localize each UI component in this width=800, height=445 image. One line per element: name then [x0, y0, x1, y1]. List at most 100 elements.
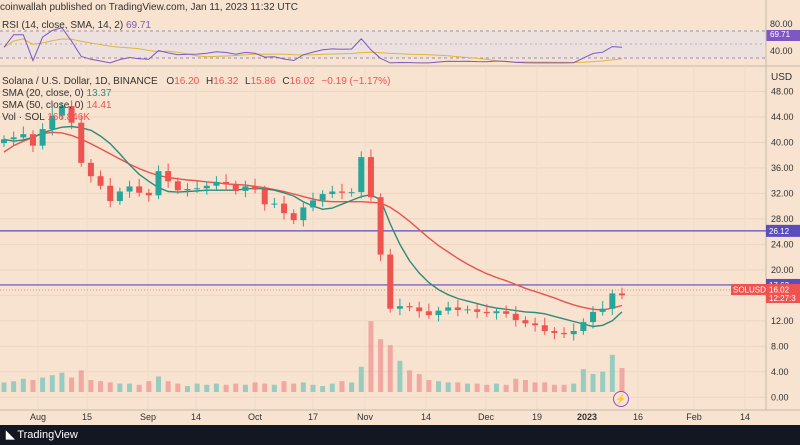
candle-body [203, 185, 210, 189]
volume-bar [107, 382, 113, 392]
volume-legend-value: 166.846K [47, 112, 91, 123]
time-tick: 19 [532, 412, 542, 422]
lightning-icon[interactable]: ⚡ [613, 391, 629, 407]
volume-bar [378, 339, 384, 392]
time-tick: Aug [30, 412, 46, 422]
rsi-legend-value: 69.71 [125, 20, 151, 31]
symbol-tag [731, 284, 766, 295]
volume-bar [358, 366, 364, 392]
candle-body [39, 129, 46, 146]
candle-body [435, 310, 442, 316]
volume-bar [493, 383, 499, 392]
rsi-tick-40: 40.00 [770, 46, 793, 56]
publisher-header: coinwallah published on TradingView.com,… [0, 0, 800, 16]
price-tick: 28.00 [771, 214, 794, 224]
volume-bar [98, 381, 104, 392]
candle-body [87, 162, 94, 177]
volume-bar [175, 383, 181, 392]
time-axis: Aug 15 Sep 14 Oct 17 Nov 14 Dec 19 2023 16 Feb 14 [30, 412, 750, 422]
symbol-label: Solana / U.S. Dollar, 1D, BINANCE [2, 76, 158, 87]
candle-body [223, 181, 230, 185]
candle-body [358, 157, 365, 193]
candle-body [1, 139, 7, 144]
volume-bar [339, 381, 345, 392]
candle-body [570, 331, 577, 335]
candle-body [271, 203, 278, 205]
close-value: 16.02 [289, 76, 315, 87]
candle-body [483, 311, 490, 314]
time-tick: 17 [308, 412, 318, 422]
price-tick: 12.00 [771, 316, 794, 326]
candle-body [619, 293, 625, 296]
volume-bar [213, 383, 219, 392]
volume-legend[interactable]: Vol · SOL 166.846K [2, 112, 90, 123]
price-tick: 0.00 [771, 392, 789, 402]
time-tick: 16 [633, 412, 643, 422]
volume-bar [127, 383, 133, 392]
volume-bar [416, 374, 422, 392]
candle-body [49, 115, 56, 130]
candle-body [522, 320, 529, 324]
volume-bar [271, 384, 277, 392]
price-tick: 40.00 [771, 137, 794, 147]
time-tick: Dec [478, 412, 495, 422]
price-tick: 24.00 [771, 239, 794, 249]
candle-body [68, 106, 75, 123]
candle-body [599, 308, 606, 312]
time-tick: Oct [248, 412, 263, 422]
candle-body [454, 307, 461, 310]
volume-bar [223, 384, 229, 392]
time-tick: 14 [191, 412, 201, 422]
candle-body [310, 200, 316, 208]
publisher-text: coinwallah published on TradingView.com,… [0, 2, 298, 13]
candle-body [474, 309, 481, 312]
candle-body [503, 311, 510, 314]
volume-bar [242, 384, 248, 392]
volume-bar [59, 372, 65, 392]
sma50-legend[interactable]: SMA (50, close, 0) 14.41 [2, 100, 112, 111]
candle-body [377, 197, 384, 255]
volume-bar [262, 383, 268, 392]
volume-bar [619, 368, 625, 392]
volume-bar [20, 378, 26, 392]
price-tick: 44.00 [771, 112, 794, 122]
sma20-legend-value: 13.37 [86, 88, 112, 99]
volume-bar [117, 383, 123, 392]
candle-body [406, 306, 413, 308]
volume-bar [165, 381, 171, 392]
candle-body [541, 325, 548, 332]
candle-body [300, 207, 307, 221]
volume-bar [503, 384, 509, 392]
candle-body [580, 322, 587, 332]
candle-body [396, 306, 403, 309]
rsi-value-tag-text: 69.71 [770, 30, 791, 39]
candle-body [387, 254, 394, 309]
candle-body [281, 203, 288, 214]
candle-body [107, 185, 114, 202]
volume-bar [474, 383, 480, 392]
volume-bar [387, 345, 393, 392]
volume-bar [445, 382, 451, 392]
rsi-legend[interactable]: RSI (14, close, SMA, 14, 2) 69.71 [2, 20, 151, 31]
candle-body [590, 311, 597, 323]
volume-bar [40, 377, 46, 392]
volume-bar [136, 384, 142, 392]
volume-bar [513, 378, 519, 392]
price-tick: 20.00 [771, 265, 794, 275]
volume-bar [146, 381, 152, 392]
volume-bar [281, 381, 287, 392]
candle-body [97, 176, 104, 186]
candle-body [425, 311, 432, 316]
time-tick: Feb [686, 412, 702, 422]
candle-body [261, 189, 268, 205]
volume-bar [78, 370, 84, 392]
open-value: 16.20 [174, 76, 200, 87]
main-legend[interactable]: Solana / U.S. Dollar, 1D, BINANCE O16.20… [2, 76, 390, 87]
volume-bar [590, 374, 596, 392]
price-tag [766, 284, 800, 303]
sma20-legend[interactable]: SMA (20, close, 0) 13.37 [2, 88, 112, 99]
sma20-legend-label: SMA (20, close, 0) [2, 88, 84, 99]
chart-canvas[interactable]: 80.00 40.00 48.00 44.00 40.00 36.00 32.00 28.… [0, 0, 800, 425]
sma50-legend-label: SMA (50, close, 0) [2, 100, 84, 111]
candle-body [561, 332, 568, 335]
